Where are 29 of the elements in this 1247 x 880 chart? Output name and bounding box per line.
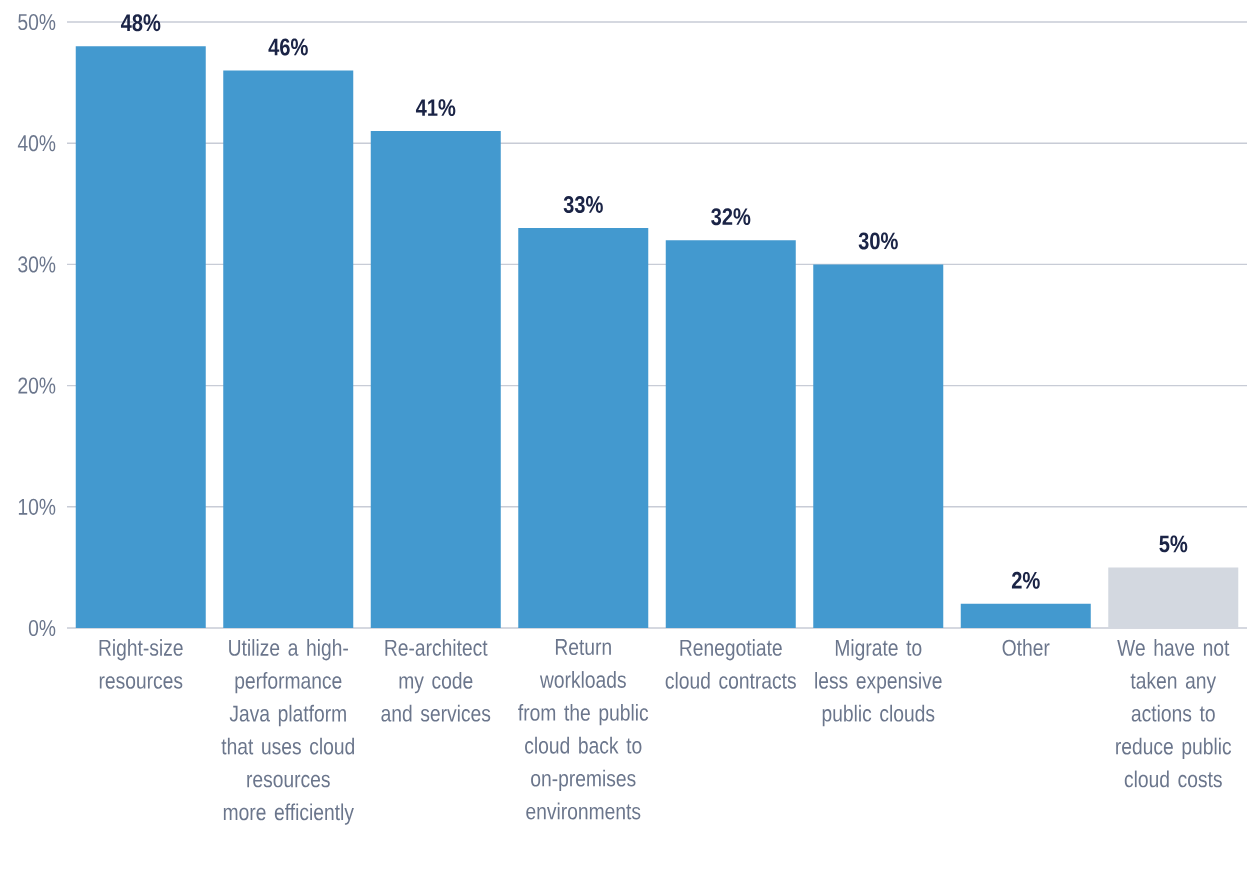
x-tick-label: Utilize a high-performance Java platform that uses cloud resources more efficiently [221,639,355,825]
bar [370,131,501,628]
y-tick-label: 20% [18,377,56,394]
bar [665,240,796,628]
bar [223,70,354,628]
bar [960,603,1091,628]
y-tick-label: 50% [18,13,56,31]
bar [518,228,649,628]
data-label: 46% [268,38,308,56]
bar [813,264,944,628]
bar [75,46,206,628]
x-tick-label: Other [1002,639,1050,656]
data-label: 48% [120,14,161,32]
data-label: 32% [711,208,751,226]
data-label: 41% [415,99,456,117]
x-tick-label: Renegotiate cloud contracts [665,639,796,689]
x-tick-label: Right-size resources [99,639,183,689]
y-tick-label: 30% [18,256,56,273]
x-tick-label: Return workloads from the public cloud back to on-premises environments [518,639,649,820]
x-tick-label: Re-architect my code and services [381,639,491,722]
data-label: 30% [858,232,898,250]
data-label: 2% [1011,571,1040,589]
x-tick-label: Migrate to less expensive public clouds [815,639,942,727]
y-tick-label: 0% [28,619,56,637]
x-tick-label: We have not taken any actions to reduce public cloud costs [1116,639,1232,788]
y-tick-label: 40% [17,135,56,152]
data-label: 5% [1159,535,1188,553]
y-tick-label: 10% [18,498,56,515]
data-label: 33% [563,196,603,214]
